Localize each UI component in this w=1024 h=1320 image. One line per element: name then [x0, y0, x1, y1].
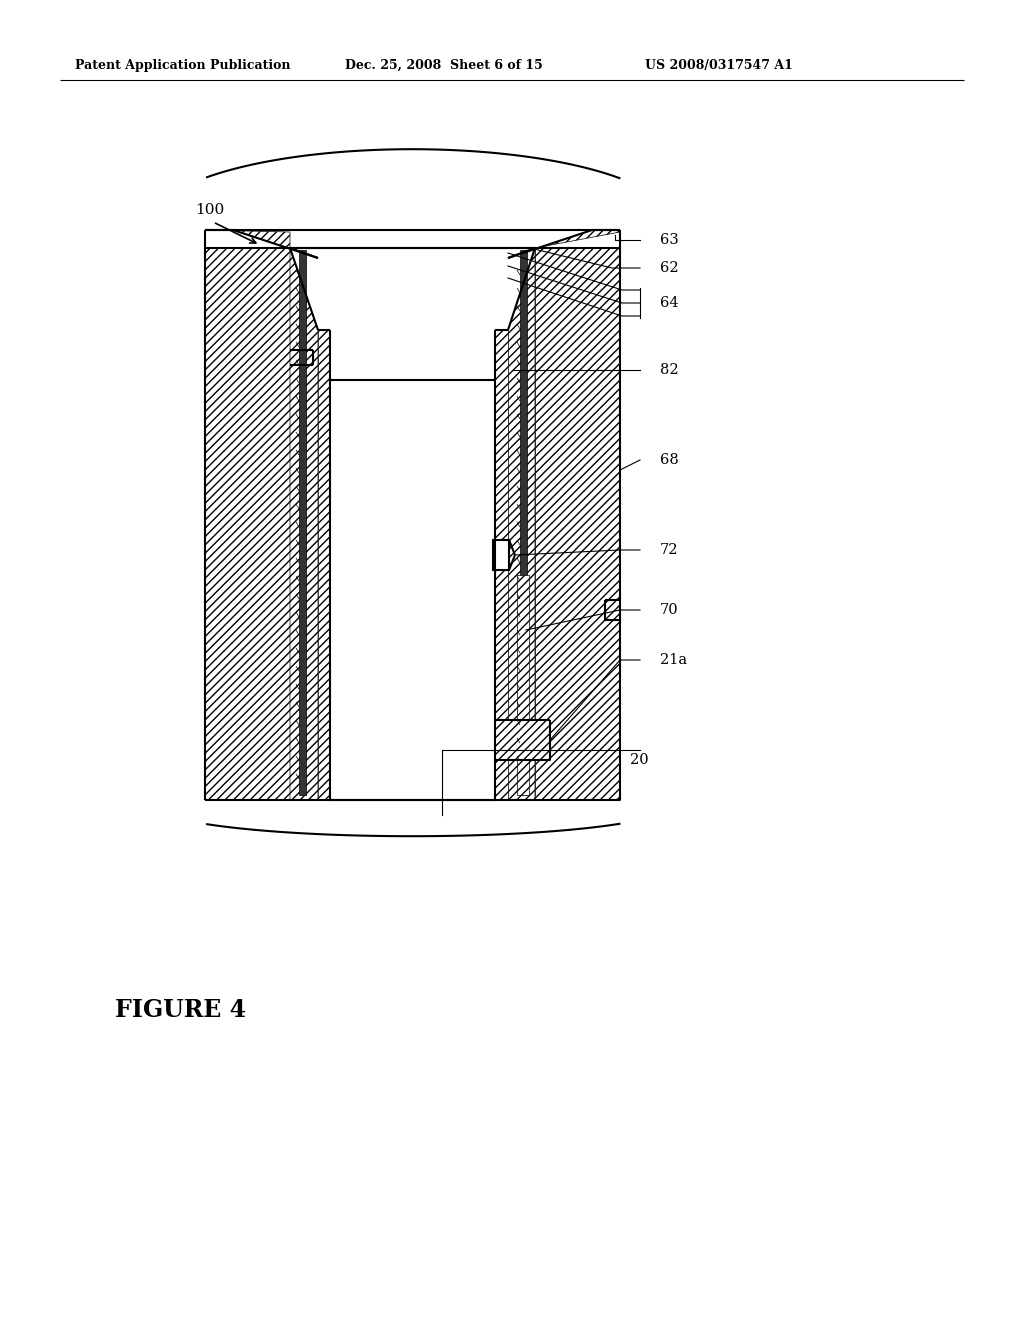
- Bar: [520, 249, 527, 795]
- Polygon shape: [493, 540, 509, 570]
- Polygon shape: [290, 248, 318, 800]
- Text: FIGURE 4: FIGURE 4: [115, 998, 246, 1022]
- Polygon shape: [517, 576, 529, 795]
- Text: 70: 70: [660, 603, 679, 616]
- Polygon shape: [205, 230, 318, 257]
- Bar: [299, 249, 306, 795]
- Text: 21a: 21a: [660, 653, 687, 667]
- Text: Dec. 25, 2008  Sheet 6 of 15: Dec. 25, 2008 Sheet 6 of 15: [345, 58, 543, 71]
- Text: 20: 20: [630, 752, 648, 767]
- Text: 64: 64: [660, 296, 679, 310]
- Text: US 2008/0317547 A1: US 2008/0317547 A1: [645, 58, 793, 71]
- Polygon shape: [205, 248, 290, 800]
- Polygon shape: [495, 719, 550, 760]
- Polygon shape: [508, 248, 535, 800]
- Text: 100: 100: [195, 203, 224, 216]
- Text: 68: 68: [660, 453, 679, 467]
- Polygon shape: [508, 230, 620, 257]
- Text: 82: 82: [660, 363, 679, 378]
- Text: 62: 62: [660, 261, 679, 275]
- Polygon shape: [535, 248, 620, 800]
- Polygon shape: [495, 330, 508, 800]
- Text: 72: 72: [660, 543, 679, 557]
- Text: 63: 63: [660, 234, 679, 247]
- Text: Patent Application Publication: Patent Application Publication: [75, 58, 291, 71]
- Polygon shape: [318, 330, 330, 800]
